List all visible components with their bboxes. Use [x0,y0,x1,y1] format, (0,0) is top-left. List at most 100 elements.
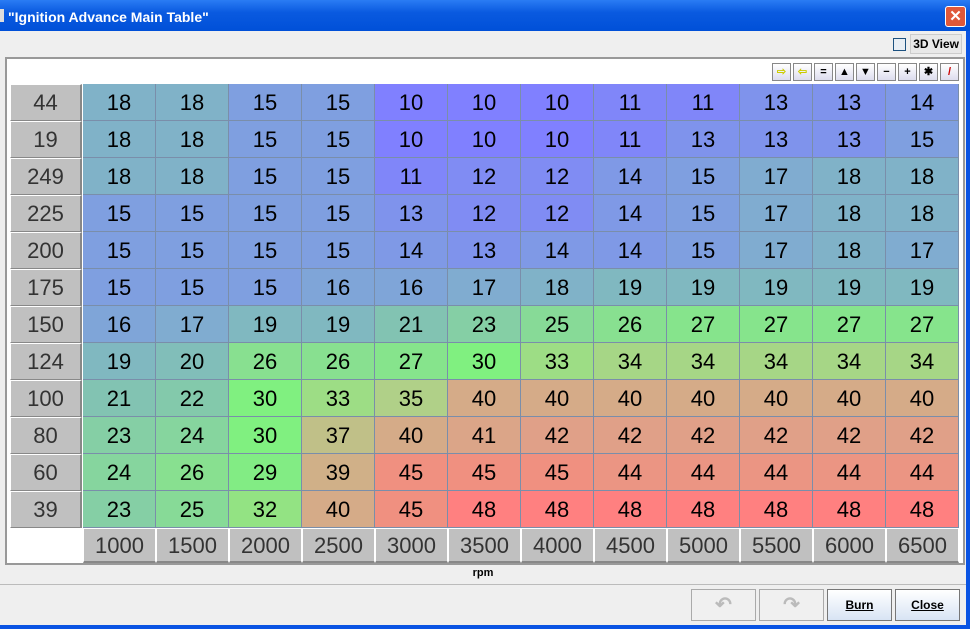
table-cell[interactable]: 48 [813,491,886,528]
table-cell[interactable]: 15 [302,158,375,195]
table-cell[interactable]: 20 [156,343,229,380]
table-cell[interactable]: 19 [740,269,813,306]
table-cell[interactable]: 32 [229,491,302,528]
table-cell[interactable]: 27 [813,306,886,343]
table-cell[interactable]: 44 [886,454,959,491]
table-cell[interactable]: 10 [521,121,594,158]
y-axis-cell[interactable]: 124 [10,343,82,380]
table-cell[interactable]: 23 [83,491,156,528]
x-axis-cell[interactable]: 3500 [448,528,521,563]
table-cell[interactable]: 44 [667,454,740,491]
table-cell[interactable]: 18 [156,121,229,158]
table-cell[interactable]: 27 [886,306,959,343]
y-axis-cell[interactable]: 175 [10,269,82,306]
minus-button[interactable]: − [877,63,896,81]
y-axis-cell[interactable]: 80 [10,417,82,454]
table-cell[interactable]: 19 [594,269,667,306]
table-cell[interactable]: 11 [375,158,448,195]
y-axis-cell[interactable]: 225 [10,195,82,232]
table-cell[interactable]: 40 [448,380,521,417]
table-cell[interactable]: 18 [156,84,229,121]
table-cell[interactable]: 48 [521,491,594,528]
close-button[interactable]: Close [895,589,960,621]
table-cell[interactable]: 15 [229,84,302,121]
table-cell[interactable]: 12 [448,158,521,195]
table-cell[interactable]: 17 [740,158,813,195]
table-cell[interactable]: 40 [302,491,375,528]
table-cell[interactable]: 19 [886,269,959,306]
table-cell[interactable]: 48 [886,491,959,528]
table-cell[interactable]: 15 [667,195,740,232]
x-axis-cell[interactable]: 2000 [229,528,302,563]
table-cell[interactable]: 14 [594,232,667,269]
table-cell[interactable]: 26 [156,454,229,491]
x-axis-cell[interactable]: 5500 [740,528,813,563]
table-cell[interactable]: 15 [83,269,156,306]
x-axis-cell[interactable]: 2500 [302,528,375,563]
table-cell[interactable]: 17 [740,195,813,232]
view-3d-label[interactable]: 3D View [910,34,962,54]
table-cell[interactable]: 18 [83,84,156,121]
table-cell[interactable]: 40 [813,380,886,417]
table-cell[interactable]: 42 [886,417,959,454]
view-3d-toggle[interactable]: 3D View [893,34,962,54]
table-cell[interactable]: 19 [667,269,740,306]
table-cell[interactable]: 35 [375,380,448,417]
table-cell[interactable]: 34 [740,343,813,380]
table-cell[interactable]: 12 [521,158,594,195]
x-axis-cell[interactable]: 4500 [594,528,667,563]
table-cell[interactable]: 10 [448,84,521,121]
table-cell[interactable]: 40 [594,380,667,417]
table-cell[interactable]: 24 [83,454,156,491]
table-cell[interactable]: 48 [667,491,740,528]
table-cell[interactable]: 17 [886,232,959,269]
table-cell[interactable]: 12 [521,195,594,232]
table-cell[interactable]: 26 [302,343,375,380]
burn-button[interactable]: Burn [827,589,892,621]
table-cell[interactable]: 27 [667,306,740,343]
table-cell[interactable]: 41 [448,417,521,454]
x-axis-cell[interactable]: 1500 [156,528,229,563]
table-cell[interactable]: 34 [594,343,667,380]
table-cell[interactable]: 18 [83,158,156,195]
equals-button[interactable]: = [814,63,833,81]
triangle-down-button[interactable]: ▼ [856,63,875,81]
table-cell[interactable]: 25 [521,306,594,343]
plus-button[interactable]: + [898,63,917,81]
table-cell[interactable]: 14 [594,195,667,232]
table-cell[interactable]: 34 [813,343,886,380]
table-cell[interactable]: 30 [229,380,302,417]
table-cell[interactable]: 40 [740,380,813,417]
x-axis-cell[interactable]: 1000 [83,528,156,563]
y-axis-cell[interactable]: 200 [10,232,82,269]
table-cell[interactable]: 21 [83,380,156,417]
table-cell[interactable]: 18 [813,232,886,269]
table-cell[interactable]: 42 [740,417,813,454]
table-cell[interactable]: 18 [886,158,959,195]
table-cell[interactable]: 17 [156,306,229,343]
x-axis-cell[interactable]: 5000 [667,528,740,563]
table-cell[interactable]: 14 [521,232,594,269]
table-cell[interactable]: 30 [448,343,521,380]
table-cell[interactable]: 15 [83,195,156,232]
table-cell[interactable]: 13 [667,121,740,158]
table-cell[interactable]: 39 [302,454,375,491]
table-cell[interactable]: 34 [667,343,740,380]
table-cell[interactable]: 40 [521,380,594,417]
table-cell[interactable]: 12 [448,195,521,232]
y-axis-cell[interactable]: 150 [10,306,82,343]
table-cell[interactable]: 15 [156,269,229,306]
table-cell[interactable]: 11 [594,84,667,121]
table-cell[interactable]: 42 [521,417,594,454]
table-cell[interactable]: 13 [448,232,521,269]
table-cell[interactable]: 24 [156,417,229,454]
y-axis-cell[interactable]: 39 [10,491,82,528]
table-cell[interactable]: 29 [229,454,302,491]
table-cell[interactable]: 26 [594,306,667,343]
arrow-left-button[interactable]: ⇦ [793,63,812,81]
table-cell[interactable]: 11 [667,84,740,121]
table-cell[interactable]: 45 [375,454,448,491]
table-cell[interactable]: 42 [594,417,667,454]
table-cell[interactable]: 34 [886,343,959,380]
table-cell[interactable]: 33 [302,380,375,417]
